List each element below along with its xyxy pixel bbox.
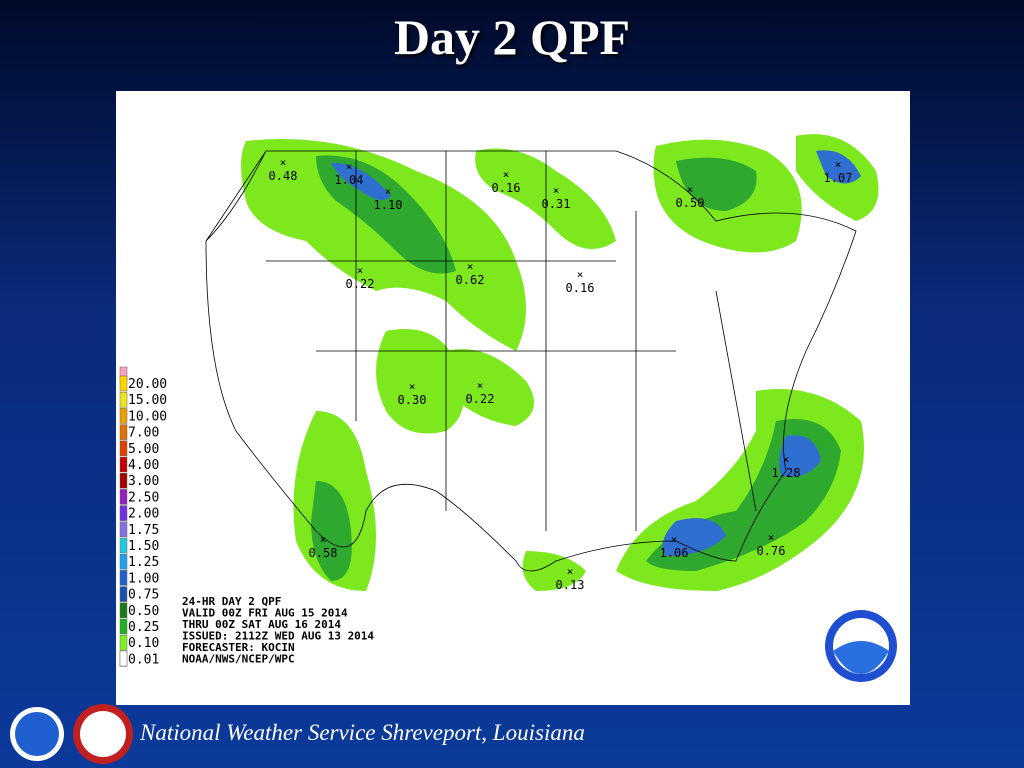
slide-title: Day 2 QPF xyxy=(393,9,631,65)
point-label: 1.06 xyxy=(660,546,689,560)
point-label: 0.50 xyxy=(676,196,705,210)
legend-label: 7.00 xyxy=(128,426,159,441)
point-label: 1.07 xyxy=(824,171,853,185)
map-borders xyxy=(205,150,857,572)
point-label: 0.58 xyxy=(309,546,338,560)
info-line: NOAA/NWS/NCEP/WPC xyxy=(182,653,295,666)
point-label: 0.16 xyxy=(492,181,521,195)
point-marker: × xyxy=(467,260,474,273)
legend-label: 0.75 xyxy=(128,588,159,603)
legend-label: 15.00 xyxy=(128,393,167,408)
legend-label: 0.25 xyxy=(128,620,159,635)
point-marker: × xyxy=(385,185,392,198)
point-label: 0.62 xyxy=(456,273,485,287)
info-line: 24-HR DAY 2 QPF xyxy=(182,595,281,608)
point-label: 1.28 xyxy=(772,466,801,480)
legend-label: 5.00 xyxy=(128,442,159,457)
point-marker: × xyxy=(768,531,775,544)
legend-swatch xyxy=(119,489,128,505)
point-marker: × xyxy=(503,168,510,181)
legend-label: 1.50 xyxy=(128,539,159,554)
point-label: 0.22 xyxy=(346,277,375,291)
legend-swatch xyxy=(119,553,128,570)
legend-swatch xyxy=(119,586,128,602)
point-marker: × xyxy=(357,264,364,277)
legend-swatch xyxy=(119,650,128,667)
legend-swatch xyxy=(119,570,128,586)
legend-label: 20.00 xyxy=(128,377,167,392)
legend-swatch xyxy=(119,440,128,457)
legend-swatch xyxy=(119,408,128,424)
point-marker: × xyxy=(687,183,694,196)
footer-logos xyxy=(10,704,133,764)
point-marker: × xyxy=(477,379,484,392)
legend-label: 0.01 xyxy=(128,652,159,667)
legend-swatch xyxy=(119,472,128,489)
point-marker: × xyxy=(835,158,842,171)
legend: 20.0015.0010.007.005.004.003.002.502.001… xyxy=(119,366,167,667)
legend-swatch xyxy=(119,634,128,651)
info-line: THRU 00Z SAT AUG 16 2014 xyxy=(182,618,341,631)
qpf-map: 20.0015.0010.007.005.004.003.002.502.001… xyxy=(116,91,910,705)
point-label: 0.48 xyxy=(269,169,298,183)
forecast-points: ×0.48×1.04×1.10×0.22×0.62×0.16 ×0.31×0.16… xyxy=(269,156,853,592)
legend-label: 10.00 xyxy=(128,409,167,424)
info-line: ISSUED: 2112Z WED AUG 13 2014 xyxy=(182,630,374,643)
legend-swatch xyxy=(119,375,128,392)
legend-label: 1.00 xyxy=(128,571,159,586)
noaa-logo xyxy=(825,610,897,682)
info-line: VALID 00Z FRI AUG 15 2014 xyxy=(182,607,348,620)
legend-swatch xyxy=(119,537,128,554)
precip-areas xyxy=(241,134,879,591)
point-label: 1.04 xyxy=(335,173,364,187)
legend-label: 2.00 xyxy=(128,507,159,522)
legend-label: 2.50 xyxy=(128,490,159,505)
legend-swatch xyxy=(119,521,128,538)
legend-label: 1.25 xyxy=(128,555,159,570)
point-marker: × xyxy=(409,380,416,393)
legend-swatch xyxy=(119,602,128,619)
point-marker: × xyxy=(320,533,327,546)
legend-swatch xyxy=(119,456,128,473)
legend-label: 4.00 xyxy=(128,458,159,473)
point-label: 0.13 xyxy=(556,578,585,592)
point-label: 0.31 xyxy=(542,197,571,211)
point-label: 0.30 xyxy=(398,393,427,407)
point-marker: × xyxy=(783,453,790,466)
point-label: 1.10 xyxy=(374,198,403,212)
legend-label: 1.75 xyxy=(128,523,159,538)
point-label: 0.16 xyxy=(566,281,595,295)
point-marker: × xyxy=(553,184,560,197)
point-label: 0.22 xyxy=(466,392,495,406)
footer-text: National Weather Service Shreveport, Lou… xyxy=(140,720,585,745)
point-marker: × xyxy=(280,156,287,169)
info-line: FORECASTER: KOCIN xyxy=(182,641,295,654)
point-marker: × xyxy=(346,160,353,173)
legend-label: 3.00 xyxy=(128,474,159,489)
legend-label: 0.50 xyxy=(128,604,159,619)
legend-swatch xyxy=(119,424,128,440)
point-marker: × xyxy=(577,268,584,281)
point-marker: × xyxy=(671,533,678,546)
point-label: 0.76 xyxy=(757,544,786,558)
legend-swatch xyxy=(119,505,128,521)
point-marker: × xyxy=(567,565,574,578)
legend-swatch xyxy=(119,391,128,408)
legend-label: 0.10 xyxy=(128,636,159,651)
legend-swatch xyxy=(119,618,128,635)
